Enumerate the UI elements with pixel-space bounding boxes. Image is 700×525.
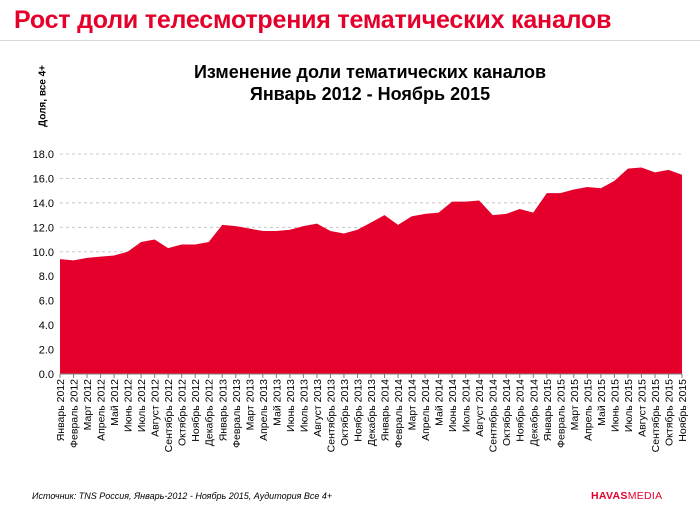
x-tick-label: Июль 2012 <box>136 379 148 432</box>
x-tick-label: Апрель 2013 <box>258 379 270 441</box>
y-tick-label: 12.0 <box>33 222 54 234</box>
y-tick-label: 6.0 <box>39 296 54 308</box>
x-tick-label: Август 2013 <box>312 379 324 437</box>
source-note: Источник: TNS Россия, Январь-2012 - Нояб… <box>32 491 333 501</box>
x-tick-label: Июль 2014 <box>461 379 473 432</box>
x-tick-label: Апрель 2012 <box>96 379 108 441</box>
x-tick-label: Октябрь 2013 <box>339 379 351 446</box>
x-tick-label: Сентябрь 2012 <box>163 379 175 452</box>
x-tick-label: Август 2014 <box>474 379 486 437</box>
x-tick-label: Июль 2013 <box>298 379 310 432</box>
x-tick-label: Июль 2015 <box>623 379 635 432</box>
x-tick-label: Сентябрь 2013 <box>325 379 337 452</box>
x-tick-label: Декабрь 2013 <box>366 379 378 446</box>
x-tick-label: Январь 2014 <box>380 379 392 441</box>
logo-media: MEDIA <box>627 490 663 502</box>
y-tick-label: 10.0 <box>33 247 54 259</box>
x-tick-label: Январь 2013 <box>217 379 229 441</box>
area-series <box>60 167 682 374</box>
x-tick-label: Июнь 2015 <box>609 379 621 432</box>
x-tick-label: Октябрь 2015 <box>663 379 675 446</box>
x-tick-label: Июнь 2013 <box>285 379 297 432</box>
x-tick-label: Август 2012 <box>150 379 162 437</box>
x-tick-label: Сентябрь 2015 <box>650 379 662 452</box>
x-tick-label: Январь 2012 <box>55 379 67 441</box>
x-tick-label: Май 2012 <box>109 379 121 426</box>
y-tick-label: 8.0 <box>39 271 54 283</box>
chart-title-line1: Изменение доли тематических каналов <box>193 62 547 82</box>
x-tick-label: Апрель 2015 <box>582 379 594 441</box>
y-tick-label: 4.0 <box>39 320 54 332</box>
x-tick-label: Октябрь 2014 <box>501 379 513 446</box>
y-tick-label: 18.0 <box>33 149 54 161</box>
x-tick-label: Март 2014 <box>407 379 419 431</box>
x-tick-label: Март 2015 <box>569 379 581 431</box>
x-tick-label: Январь 2015 <box>542 379 554 441</box>
y-tick-label: 16.0 <box>33 173 54 185</box>
x-tick-label: Март 2012 <box>82 379 94 431</box>
x-tick-label: Декабрь 2014 <box>528 379 540 446</box>
x-tick-label: Май 2013 <box>271 379 283 426</box>
x-tick-label: Октябрь 2012 <box>177 379 189 446</box>
x-tick-label: Апрель 2014 <box>420 379 432 441</box>
x-tick-label: Июнь 2012 <box>123 379 135 432</box>
x-tick-label: Февраль 2013 <box>231 379 243 448</box>
y-tick-label: 2.0 <box>39 345 54 357</box>
x-tick-label: Июнь 2014 <box>447 379 459 432</box>
slide-title: Рост доли телесмотрения тематических кан… <box>14 6 612 34</box>
x-tick-label: Февраль 2015 <box>555 379 567 448</box>
x-tick-label: Ноябрь 2013 <box>352 379 364 442</box>
x-tick-label: Декабрь 2012 <box>204 379 216 446</box>
x-tick-label: Февраль 2012 <box>69 379 81 448</box>
y-tick-label: 0.0 <box>39 369 54 381</box>
x-tick-label: Май 2014 <box>434 379 446 426</box>
y-tick-label: 14.0 <box>33 198 54 210</box>
x-tick-label: Февраль 2014 <box>393 379 405 448</box>
havas-media-logo: HAVASMEDIA <box>591 490 662 502</box>
chart-title-line2: Январь 2012 - Ноябрь 2015 <box>249 84 491 104</box>
title-divider <box>0 40 700 41</box>
logo-havas: HAVAS <box>591 490 628 502</box>
x-tick-label: Май 2015 <box>596 379 608 426</box>
x-tick-label: Ноябрь 2014 <box>515 379 527 442</box>
x-tick-label: Ноябрь 2012 <box>190 379 202 442</box>
x-tick-label: Август 2015 <box>636 379 648 437</box>
x-tick-label: Ноябрь 2015 <box>677 379 689 442</box>
x-tick-label: Март 2013 <box>244 379 256 431</box>
x-tick-label: Сентябрь 2014 <box>488 379 500 452</box>
